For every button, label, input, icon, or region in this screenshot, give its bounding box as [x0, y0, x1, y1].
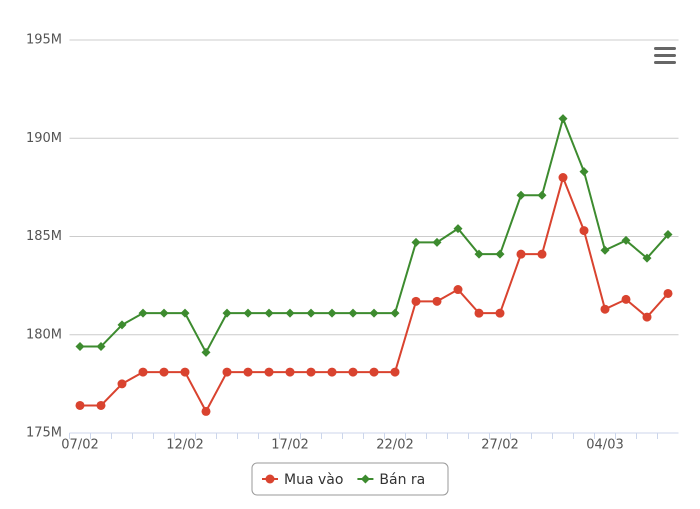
legend-text: Bán ra: [379, 472, 425, 488]
point: [642, 253, 652, 263]
point: [285, 367, 295, 377]
point: [369, 308, 379, 318]
point: [201, 347, 211, 357]
point: [474, 308, 484, 318]
point: [159, 367, 169, 377]
point: [516, 190, 526, 200]
point: [369, 367, 379, 377]
point: [180, 308, 190, 318]
x-tick-label: 04/03: [586, 438, 623, 453]
point: [96, 400, 106, 410]
point: [306, 367, 316, 377]
point: [117, 379, 127, 389]
y-tick-label: 185M: [26, 229, 62, 244]
point: [579, 167, 589, 177]
point: [516, 249, 526, 259]
point: [222, 308, 232, 318]
point: [390, 308, 400, 318]
point: [453, 224, 463, 234]
point: [474, 249, 484, 259]
legend-text: Mua vào: [284, 472, 343, 488]
point: [348, 308, 358, 318]
point: [537, 249, 547, 259]
point: [411, 237, 421, 247]
y-tick-label: 180M: [26, 327, 62, 342]
point: [243, 308, 253, 318]
x-tick-label: 22/02: [376, 438, 413, 453]
point: [642, 312, 652, 322]
point: [558, 114, 568, 124]
point: [579, 226, 589, 236]
point: [495, 249, 505, 259]
point: [201, 406, 211, 416]
x-tick-label: 12/02: [166, 438, 203, 453]
y-tick-label: 190M: [26, 131, 62, 146]
x-tick-label: 07/02: [61, 438, 98, 453]
point: [222, 367, 232, 377]
point: [96, 342, 106, 352]
point: [411, 296, 421, 306]
point: [348, 367, 358, 377]
point: [327, 308, 337, 318]
point: [306, 308, 316, 318]
legend-item[interactable]: Mua vào: [262, 472, 343, 488]
x-tick-label: 17/02: [271, 438, 308, 453]
point: [264, 367, 274, 377]
point: [159, 308, 169, 318]
point: [75, 342, 85, 352]
point: [360, 474, 370, 484]
point: [243, 367, 253, 377]
legend-box: [251, 462, 449, 496]
point: [621, 235, 631, 245]
point: [558, 173, 568, 183]
point: [432, 237, 442, 247]
point: [327, 367, 337, 377]
point: [495, 308, 505, 318]
point: [265, 474, 275, 484]
point: [663, 230, 673, 240]
point: [180, 367, 190, 377]
x-tick-label: 27/02: [481, 438, 518, 453]
point: [75, 400, 85, 410]
menu-bar: [654, 54, 676, 57]
point: [600, 245, 610, 255]
point: [390, 367, 400, 377]
point: [453, 285, 463, 295]
point: [117, 320, 127, 330]
point: [138, 367, 148, 377]
point: [537, 190, 547, 200]
menu-bar: [654, 61, 676, 64]
series: [75, 114, 673, 357]
point: [285, 308, 295, 318]
point: [138, 308, 148, 318]
point: [663, 288, 673, 298]
legend-item[interactable]: Bán ra: [357, 472, 425, 488]
menu-button[interactable]: [654, 47, 676, 64]
point: [264, 308, 274, 318]
y-tick-label: 175M: [26, 426, 62, 441]
point: [600, 304, 610, 314]
point: [432, 296, 442, 306]
point: [621, 294, 631, 304]
y-tick-label: 195M: [26, 33, 62, 48]
series: [75, 173, 673, 416]
menu-bar: [654, 47, 676, 50]
